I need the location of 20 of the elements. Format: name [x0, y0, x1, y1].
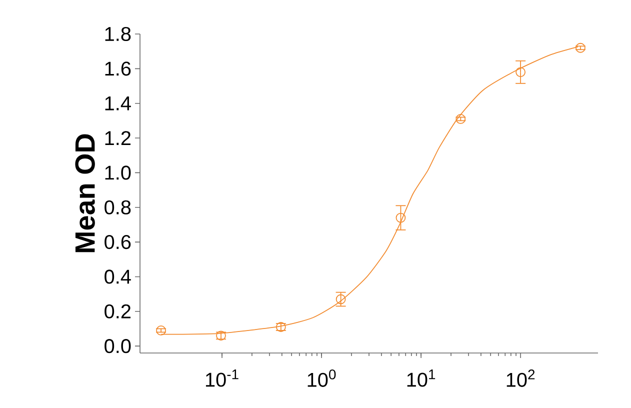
point: [396, 212, 406, 223]
y-tick-label: 1.8: [105, 26, 131, 42]
point: [156, 326, 166, 336]
point: [516, 67, 526, 78]
x-tick-label: 10$^{-1}$: [206, 370, 238, 387]
y-tick-label: 0.0: [104, 339, 131, 354]
y-tick-label: 1.2: [105, 131, 130, 145]
y-tick-label: 0.4: [104, 270, 131, 284]
y-tick-label: 0.6: [104, 234, 131, 250]
point: [456, 114, 466, 124]
point: [336, 294, 346, 304]
y-tick-label: 1.4: [105, 96, 131, 110]
x-tick-label: 10$^{2}$: [506, 370, 535, 387]
y-tick-label: 1.0: [105, 166, 131, 180]
x-tick-label: 10$^{1}$: [407, 370, 436, 387]
x-tick-label: 10$^{0}$: [308, 370, 336, 387]
y-tick-label: 0.8: [104, 200, 131, 214]
y-tick-label: 1.6: [105, 62, 131, 76]
y-axis-title: Mean OD: [75, 134, 95, 252]
y-tick-label: 0.2: [104, 304, 130, 318]
